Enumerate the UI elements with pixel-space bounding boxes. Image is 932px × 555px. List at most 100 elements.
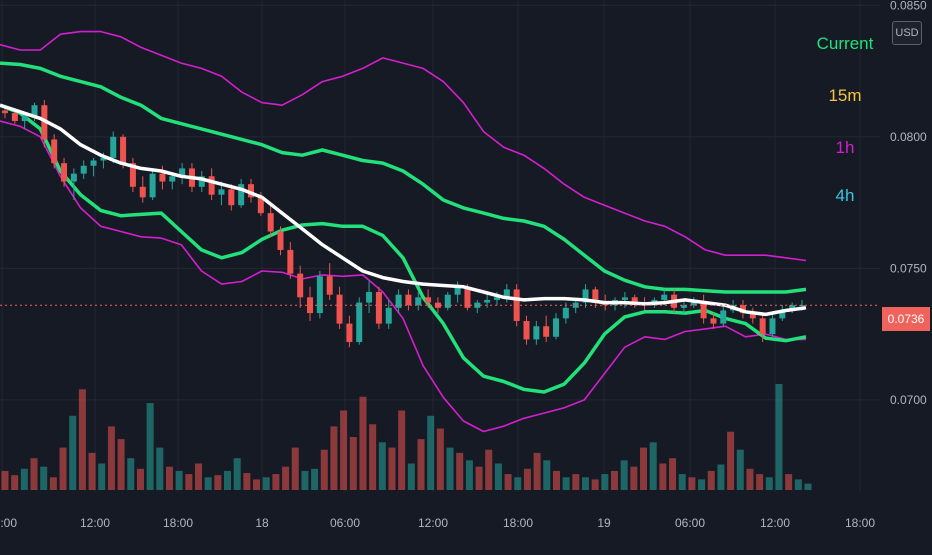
candle-body xyxy=(425,297,432,303)
volume-bar xyxy=(272,474,280,490)
candle-body xyxy=(287,249,294,274)
candle-body xyxy=(553,318,560,337)
candle-body xyxy=(661,294,668,300)
candle-body xyxy=(120,136,127,164)
volume-bar xyxy=(465,460,473,490)
volume-bar xyxy=(698,479,706,490)
candle-body xyxy=(405,294,412,306)
volume-bar xyxy=(204,477,212,490)
current-price-label: 0.0736 xyxy=(882,307,930,331)
candle-body xyxy=(326,276,333,295)
candle-body xyxy=(297,273,304,298)
x-tick-label: 06:00 xyxy=(675,516,705,530)
candle-body xyxy=(129,163,136,187)
candle-body xyxy=(11,113,18,122)
volume-bar xyxy=(485,449,493,490)
volume-bar xyxy=(417,439,425,490)
volume-bar xyxy=(1,470,9,490)
y-tick-label: 0.0800 xyxy=(890,130,927,144)
volume-bar xyxy=(533,452,541,490)
candle-body xyxy=(277,231,284,250)
volume-bar xyxy=(398,410,406,490)
x-tick-label: 18:00 xyxy=(845,516,875,530)
volume-bar xyxy=(107,426,115,490)
volume-bar xyxy=(504,474,512,490)
legend-current: Current xyxy=(816,34,874,53)
candle-body xyxy=(395,294,402,308)
candle-body xyxy=(690,302,697,306)
candle-body xyxy=(533,326,540,340)
currency-selector[interactable]: USD xyxy=(892,21,922,45)
volume-bar xyxy=(785,474,793,490)
volume-bar xyxy=(456,452,464,490)
volume-bar xyxy=(262,477,270,490)
candle-body xyxy=(110,136,117,158)
volume-bar xyxy=(282,466,290,490)
volume-bar xyxy=(775,384,783,490)
x-tick-label: 18:00 xyxy=(163,516,193,530)
volume-bar xyxy=(727,431,735,490)
upper-outer-band xyxy=(0,30,807,262)
candle-body xyxy=(208,176,215,195)
candle-body xyxy=(139,186,146,198)
volume-bar xyxy=(659,463,667,490)
candle-body xyxy=(198,176,205,187)
candle-body xyxy=(228,189,235,206)
volume-bar xyxy=(88,452,96,490)
volume-bar xyxy=(688,477,696,490)
candle-body xyxy=(149,173,156,198)
candle-body xyxy=(346,323,353,343)
candle-body xyxy=(484,299,491,303)
volume-bar xyxy=(185,474,193,490)
volume-bar xyxy=(707,470,715,490)
volume-bar xyxy=(765,477,773,490)
candle-body xyxy=(582,289,589,303)
x-tick-label: 18:00 xyxy=(503,516,533,530)
volume-bar xyxy=(253,479,261,490)
y-tick-label: 0.0700 xyxy=(890,393,927,407)
volume-bar xyxy=(388,447,396,490)
candle-body xyxy=(749,313,756,319)
volume-bar xyxy=(194,463,202,490)
candle-body xyxy=(789,305,796,311)
candle-body xyxy=(31,105,38,116)
volume-bar xyxy=(20,468,28,490)
upper-inner-band xyxy=(0,61,807,294)
volume-bar xyxy=(301,470,309,490)
candle-body xyxy=(769,318,776,335)
volume-bar xyxy=(349,437,357,490)
volume-bar xyxy=(620,460,628,490)
volume-bar xyxy=(611,470,619,490)
volume-bar xyxy=(552,470,560,490)
candle-body xyxy=(385,307,392,324)
volume-bar xyxy=(427,415,435,490)
candle-body xyxy=(503,289,510,298)
candle-body xyxy=(179,168,186,177)
volume-bar xyxy=(678,474,686,490)
candle-body xyxy=(257,197,264,214)
volume-bar xyxy=(291,447,299,490)
candle-body xyxy=(159,173,166,182)
candle-body xyxy=(366,292,373,303)
volume-bar xyxy=(446,447,454,490)
volume-bar xyxy=(591,479,599,490)
candle-body xyxy=(336,294,343,324)
volume-bar xyxy=(243,473,251,490)
candle-body xyxy=(562,307,569,319)
candle-body xyxy=(631,297,638,303)
volume-bar xyxy=(127,458,135,490)
x-tick-label: 12:00 xyxy=(80,516,110,530)
x-tick-label: 06:00 xyxy=(330,516,360,530)
candle-body xyxy=(434,302,441,308)
x-tick-label: 12:00 xyxy=(760,516,790,530)
candle-body xyxy=(543,326,550,337)
candle-body xyxy=(759,318,766,335)
candle-body xyxy=(779,310,786,319)
y-tick-label: 0.0750 xyxy=(890,261,927,275)
y-tick-label: 0.0850 xyxy=(890,0,927,12)
volume-bar xyxy=(359,396,367,490)
candle-body xyxy=(90,160,97,166)
volume-bar xyxy=(746,468,754,490)
